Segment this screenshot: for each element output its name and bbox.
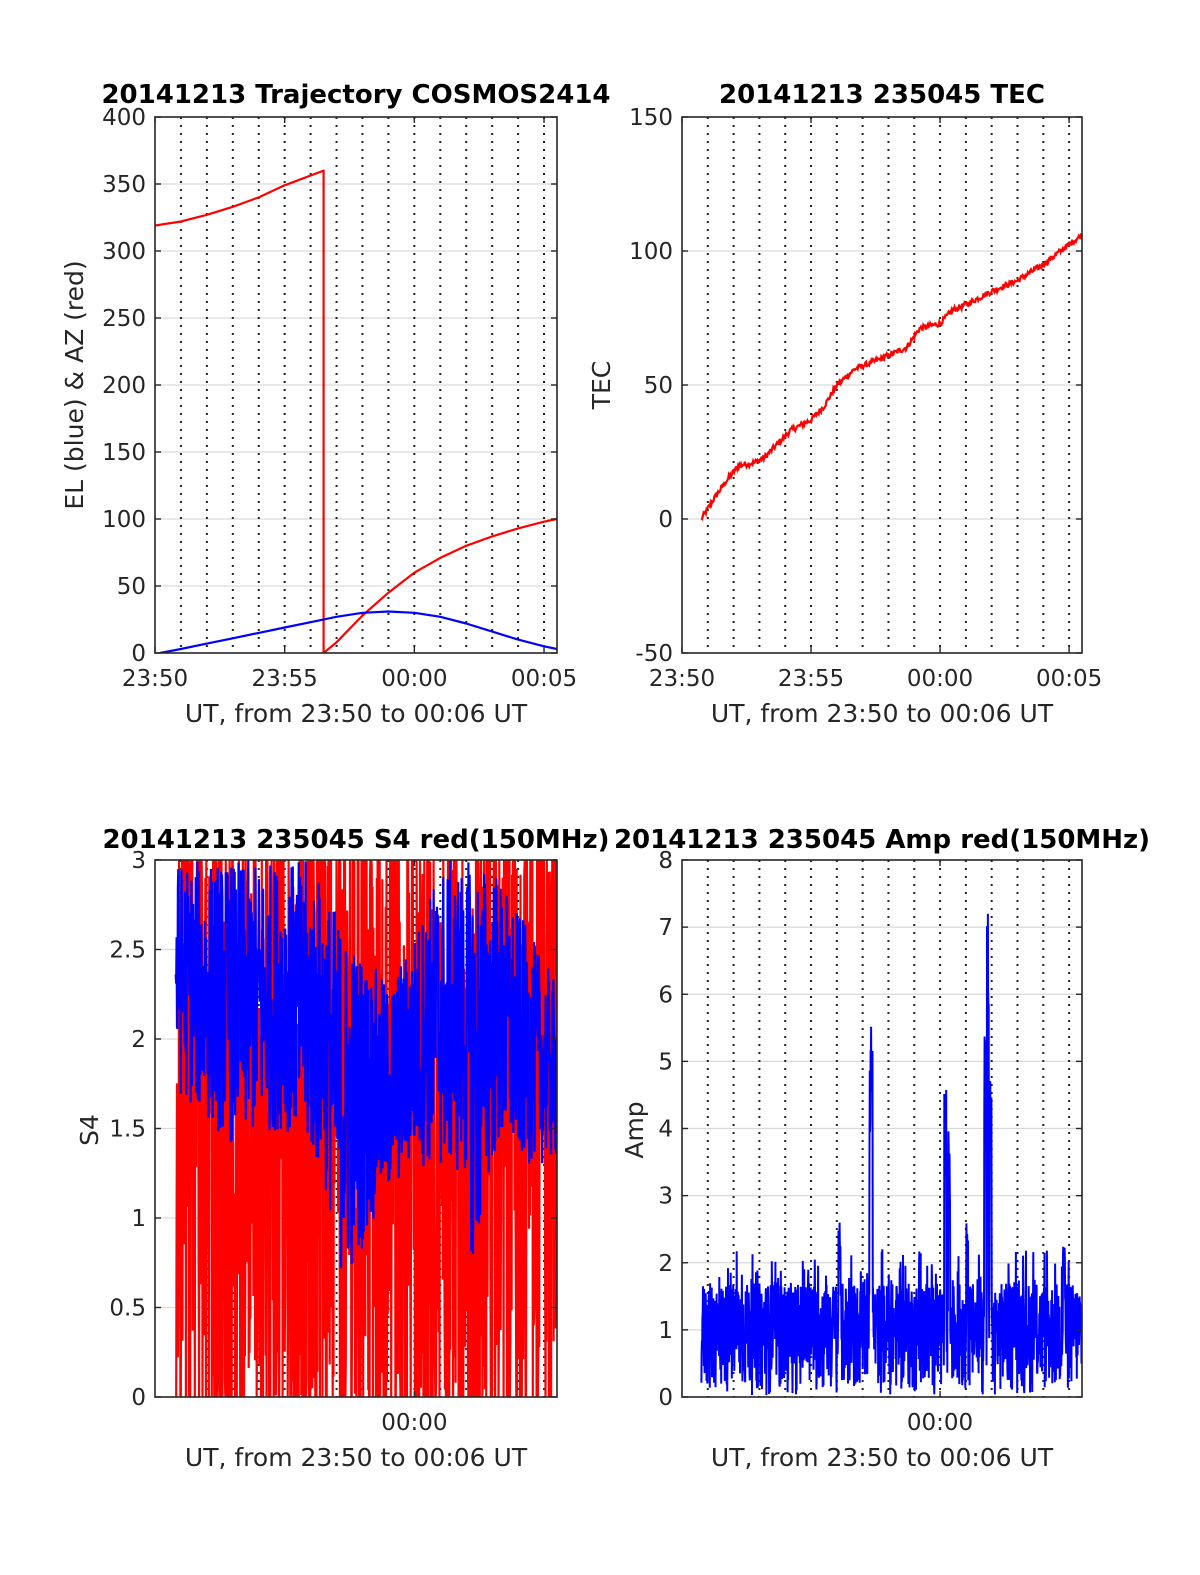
y-tick-label: 1.5 (109, 1117, 146, 1143)
y-tick-label: 2 (658, 1251, 673, 1277)
x-axis-label: UT, from 23:50 to 00:06 UT (711, 699, 1054, 728)
y-tick-label: 7 (658, 915, 673, 941)
series-group (700, 913, 1082, 1396)
x-tick-label: 00:05 (1036, 666, 1102, 692)
x-axis-label: UT, from 23:50 to 00:06 UT (185, 699, 528, 728)
panel-tec: 20141213 235045 TEC -50 0 50 100 150 23:50 23:… (587, 80, 1102, 728)
y-tick-label: 100 (102, 507, 146, 533)
y-axis-label: TEC (587, 361, 616, 411)
y-tick-label: 200 (102, 373, 146, 399)
y-tick-label: 0.5 (109, 1296, 146, 1322)
series-line (700, 233, 1082, 522)
series-group (174, 860, 557, 1397)
x-axis-label: UT, from 23:50 to 00:06 UT (185, 1443, 528, 1472)
x-tick-label: 23:50 (122, 666, 188, 692)
chart-title: 20141213 235045 S4 red(150MHz) (102, 825, 609, 855)
y-tick-label: 1 (131, 1206, 146, 1232)
y-tick-label: 50 (644, 373, 673, 399)
y-tick-label: 0 (658, 507, 673, 533)
series-group (155, 169, 557, 653)
panel-s4: 20141213 235045 S4 red(150MHz) 0 0.5 1 1.5 2… (75, 825, 610, 1472)
y-tick-label: 0 (131, 1385, 146, 1411)
y-tick-label: 2.5 (109, 938, 146, 964)
x-tick-label: 23:55 (252, 666, 318, 692)
y-tick-label: 250 (102, 306, 146, 332)
series-line (174, 860, 557, 1269)
x-tick-label: 23:50 (649, 666, 715, 692)
series-line (155, 169, 557, 653)
x-tick-label: 00:00 (381, 666, 447, 692)
y-tick-label: 350 (102, 172, 146, 198)
y-tick-label: -50 (635, 641, 673, 667)
y-axis-label: S4 (75, 1114, 104, 1146)
y-tick-label: 3 (658, 1184, 673, 1210)
y-axis-label: EL (blue) & AZ (red) (60, 260, 89, 509)
y-tick-label: 50 (117, 574, 146, 600)
y-tick-label: 150 (102, 440, 146, 466)
chart-title: 20141213 Trajectory COSMOS2414 (101, 80, 610, 110)
x-tick-label: 23:55 (778, 666, 844, 692)
y-tick-label: 3 (131, 848, 146, 874)
y-tick-label: 0 (131, 641, 146, 667)
x-tick-label: 00:05 (511, 666, 577, 692)
y-tick-label: 150 (629, 105, 673, 131)
y-tick-label: 2 (131, 1027, 146, 1053)
y-tick-label: 0 (658, 1385, 673, 1411)
y-tick-label: 4 (658, 1117, 673, 1143)
y-tick-label: 6 (658, 982, 673, 1008)
y-tick-label: 400 (102, 105, 146, 131)
y-tick-label: 8 (658, 848, 673, 874)
x-tick-label: 00:00 (907, 666, 973, 692)
y-axis-label: Amp (620, 1101, 649, 1158)
chart-title: 20141213 235045 Amp red(150MHz) (614, 825, 1150, 855)
panel-trajectory: 20141213 Trajectory COSMOS2414 0 50 100 150… (60, 80, 611, 728)
x-tick-label: 00:00 (381, 1410, 447, 1436)
series-line (700, 913, 1082, 1396)
y-tick-label: 100 (629, 239, 673, 265)
y-tick-label: 5 (658, 1049, 673, 1075)
x-axis-label: UT, from 23:50 to 00:06 UT (711, 1443, 1054, 1472)
panel-amp: 20141213 235045 Amp red(150MHz) 0 1 2 3 4 5 6 7… (614, 825, 1150, 1472)
y-tick-label: 300 (102, 239, 146, 265)
chart-title: 20141213 235045 TEC (719, 80, 1045, 110)
series-group (700, 233, 1082, 522)
series-line (159, 610, 557, 653)
y-tick-label: 1 (658, 1318, 673, 1344)
x-tick-label: 00:00 (907, 1410, 973, 1436)
